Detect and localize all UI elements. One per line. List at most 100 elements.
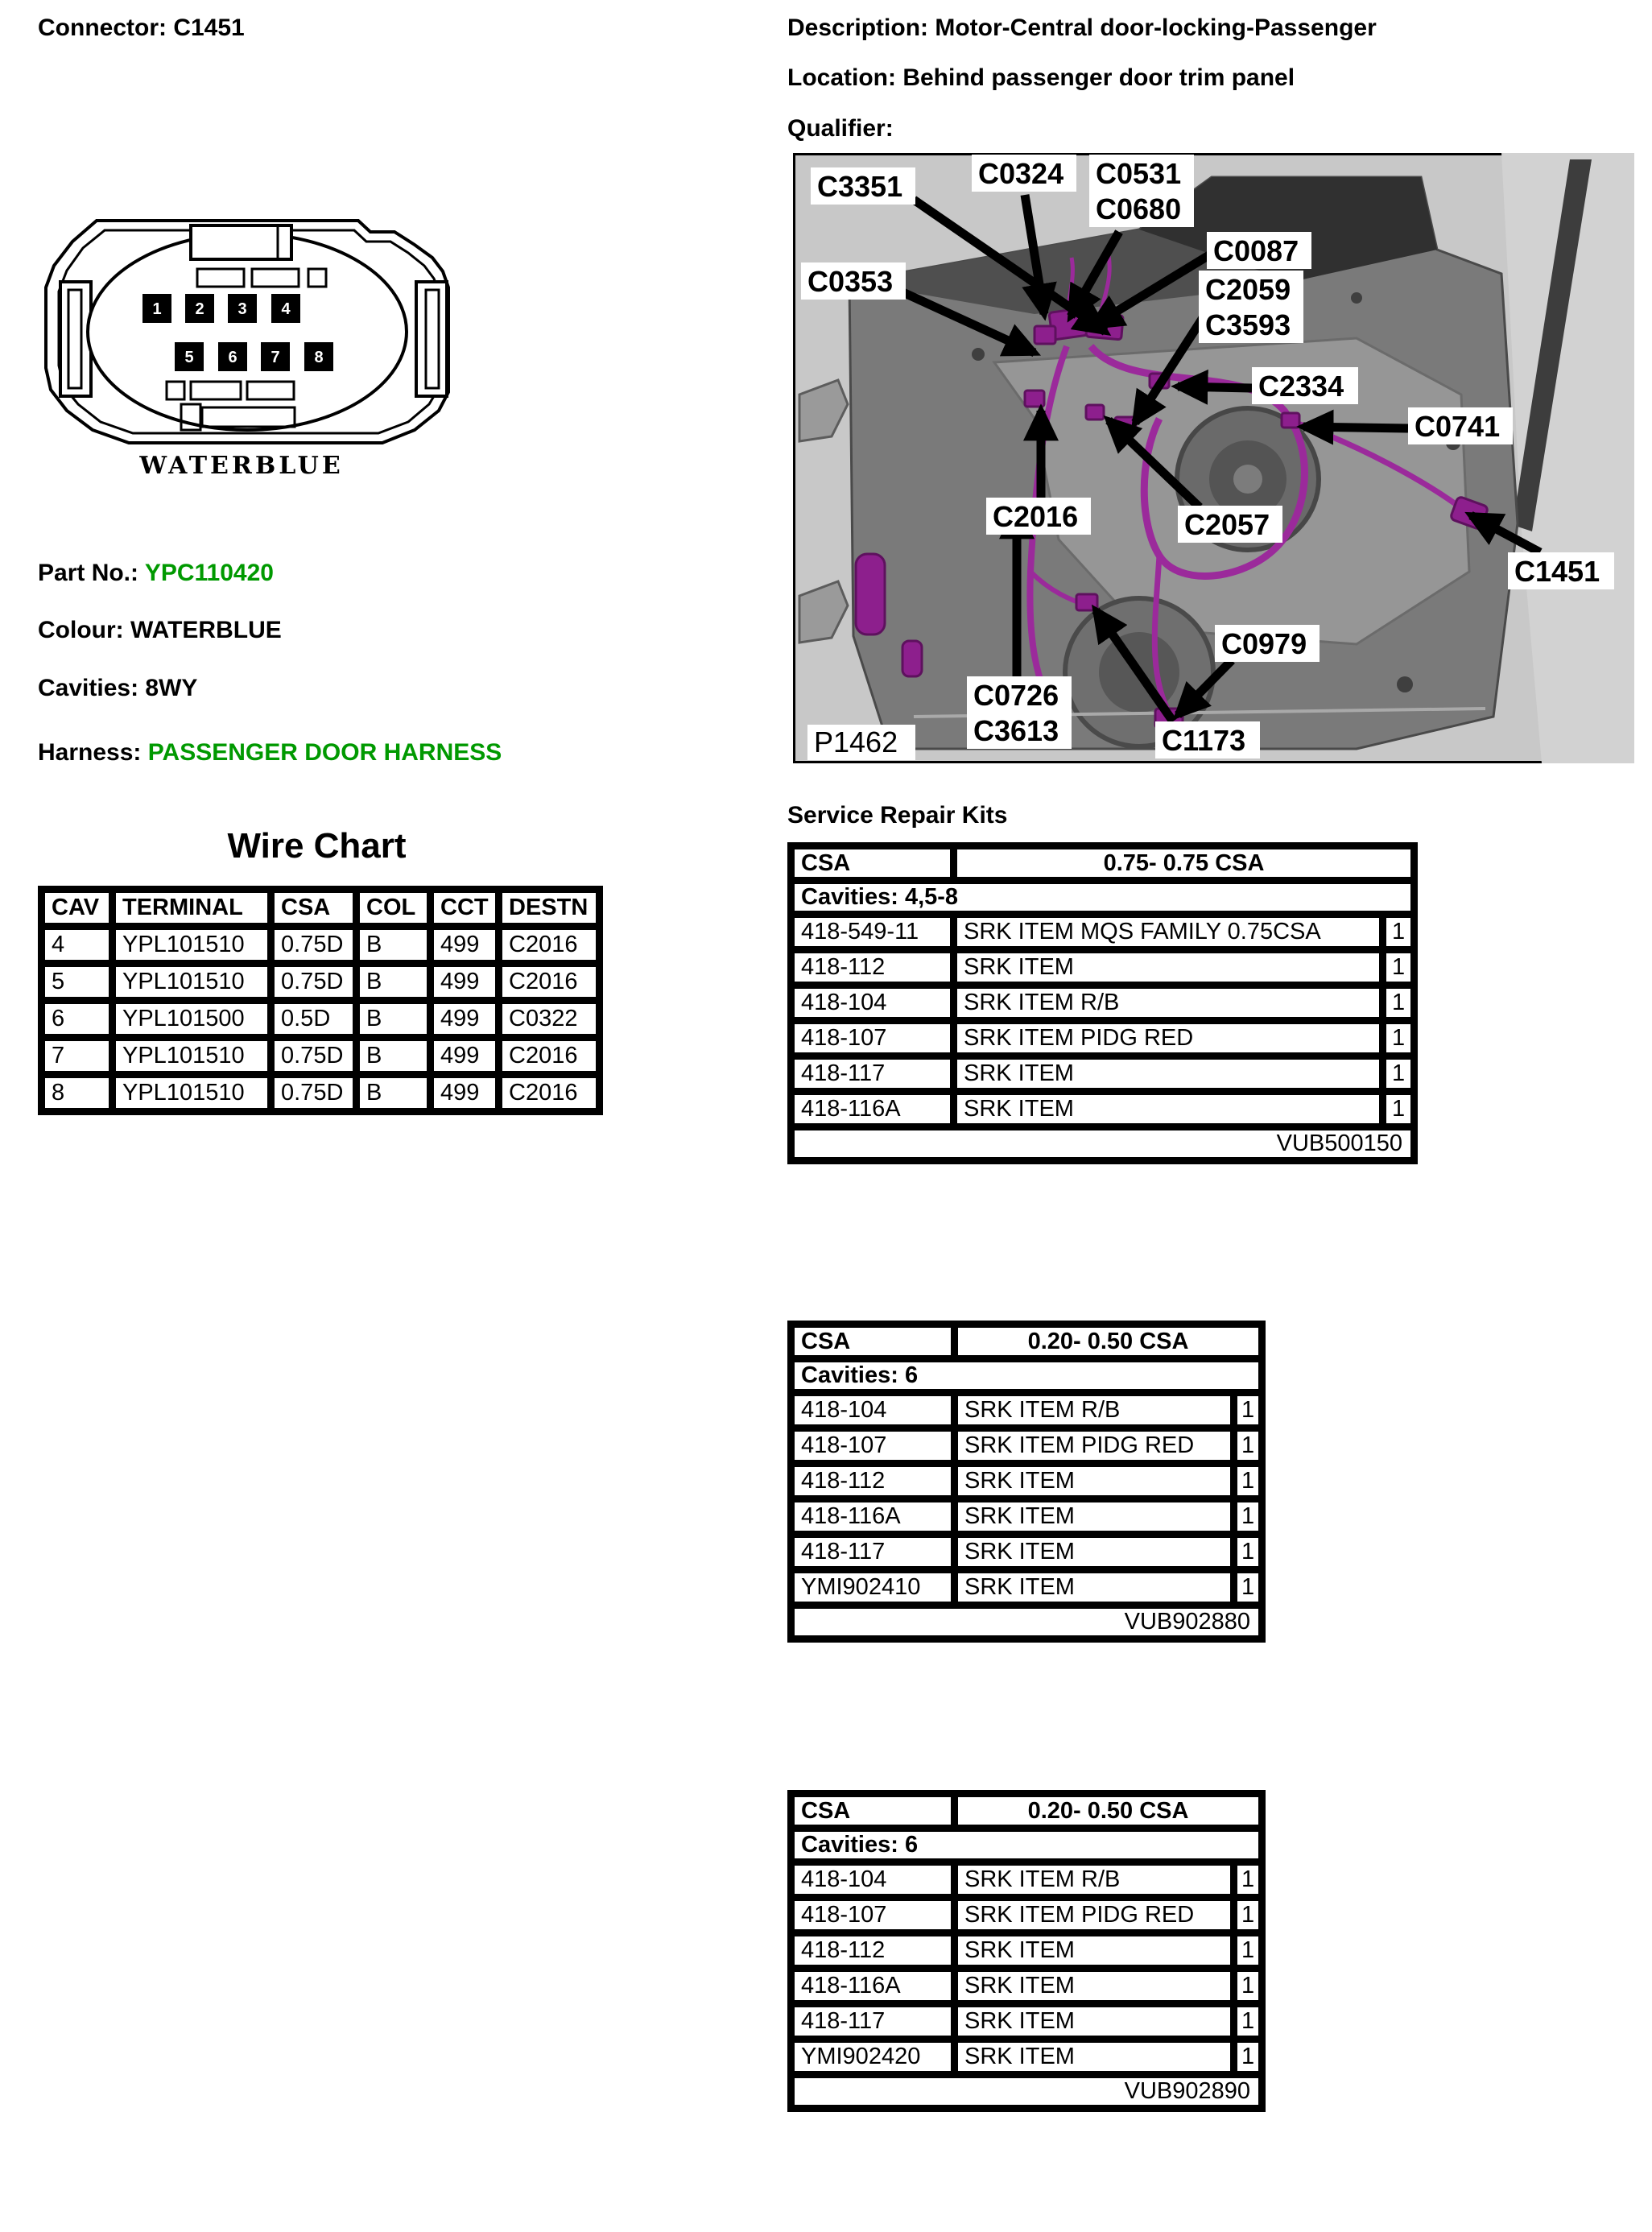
wire-row: 7 YPL101510 0.75D B 499 C2016 [38,1034,603,1078]
srk-item-row: 418-112 SRK ITEM 1 [787,1460,1266,1502]
callout-c0531-c0680: C0531 C0680 [1089,155,1194,227]
srk-item-row: 418-117 SRK ITEM 1 [787,1052,1419,1095]
srk-kit-number-row: VUB902890 [787,2071,1266,2112]
pin-1 [142,294,171,323]
description-line: Description: Motor-Central door-locking-… [787,14,1377,41]
pin-7 [261,342,290,371]
srk-table-020-b: CSA 0.20- 0.50 CSA Cavities: 6 418-104 S… [787,1790,1266,2112]
wire-chart-title: Wire Chart [227,826,407,866]
svg-text:C3613: C3613 [973,714,1059,747]
svg-text:6: 6 [228,349,237,366]
srk-item-row: 418-104 SRK ITEM R/B 1 [787,982,1419,1024]
srk-item-row: 418-117 SRK ITEM 1 [787,1531,1266,1573]
srk-table-020-a: CSA 0.20- 0.50 CSA Cavities: 6 418-104 S… [787,1321,1266,1643]
svg-text:1: 1 [152,300,161,318]
svg-text:C0324: C0324 [978,157,1063,190]
srk-cavities-row: Cavities: 6 [787,1355,1266,1396]
pin-row-top: 1 2 3 4 [142,294,300,323]
callout-c0087: C0087 [1207,232,1311,269]
callout-labels: C3351 C0353 C0324 C0531 C0680 C0087 C [801,155,1614,760]
srk-header-row: CSA 0.20- 0.50 CSA [787,1321,1266,1362]
svg-text:C0979: C0979 [1221,627,1307,660]
srk-item-row: 418-549-11 SRK ITEM MQS FAMILY 0.75CSA 1 [787,911,1419,953]
callout-c0979: C0979 [1215,625,1320,662]
wire-chart-table: CAV TERMINAL CSA COL CCT DESTN 4 YPL10151… [38,886,603,1115]
pin-3 [228,294,257,323]
cavities-value: 8WY [145,675,198,701]
service-repair-kits-heading: Service Repair Kits [787,802,1008,829]
srk-item-row: 418-117 SRK ITEM 1 [787,2000,1266,2043]
wire-row: 6 YPL101500 0.5D B 499 C0322 [38,997,603,1041]
svg-text:C2057: C2057 [1184,508,1270,541]
callout-c0741: C0741 [1408,407,1513,444]
callout-c3351: C3351 [811,167,915,205]
svg-text:2: 2 [195,300,204,318]
srk-item-row: 418-116A SRK ITEM 1 [787,1965,1266,2007]
upper-hinge [798,378,849,443]
srk-item-row: 418-104 SRK ITEM R/B 1 [787,1858,1266,1901]
callout-c2334: C2334 [1252,367,1358,404]
pin-row-bottom: 5 6 7 8 [175,342,333,371]
svg-text:C2334: C2334 [1258,370,1344,403]
harness-value: PASSENGER DOOR HARNESS [147,739,502,766]
callout-c2057: C2057 [1178,506,1282,543]
callout-arrows [895,194,1543,725]
srk-cavities-row: Cavities: 4,5-8 [787,877,1419,918]
svg-text:C0741: C0741 [1415,410,1500,443]
svg-text:C0087: C0087 [1213,234,1299,267]
callout-c0726-c3613: C0726 C3613 [967,676,1072,749]
srk-item-row: 418-107 SRK ITEM PIDG RED 1 [787,1424,1266,1467]
pin-5 [175,342,204,371]
srk-item-row: 418-116A SRK ITEM 1 [787,1088,1419,1130]
pin-8 [304,342,333,371]
svg-text:C3351: C3351 [817,170,902,203]
connector-face-diagram: 1 2 3 4 5 6 7 8 WATERBLUE [44,219,450,480]
colour-line: Colour: WATERBLUE [38,617,282,643]
svg-text:C0353: C0353 [807,265,893,298]
srk-table-075: CSA 0.75- 0.75 CSA Cavities: 4,5-8 418-5… [787,842,1419,1164]
lower-hinge [798,580,849,644]
door-panel-figure: C3351 C0353 C0324 C0531 C0680 C0087 C [793,153,1634,763]
wire-chart-header-row: CAV TERMINAL CSA COL CCT DESTN [38,886,603,930]
svg-text:C2016: C2016 [993,500,1078,533]
srk-header-row: CSA 0.20- 0.50 CSA [787,1790,1266,1832]
srk-item-row: 418-107 SRK ITEM PIDG RED 1 [787,1017,1419,1060]
wire-row: 8 YPL101510 0.75D B 499 C2016 [38,1071,603,1115]
colour-value: WATERBLUE [130,617,282,643]
svg-text:C3593: C3593 [1205,308,1291,341]
srk-item-row: 418-112 SRK ITEM 1 [787,1929,1266,1972]
svg-text:C1451: C1451 [1514,555,1600,588]
connector-colour-caption: WATERBLUE [138,452,343,480]
connector-top-key [189,224,293,261]
srk-item-row: YMI902420 SRK ITEM 1 [787,2036,1266,2078]
svg-text:8: 8 [314,349,323,366]
pin-4 [271,294,300,323]
srk-kit-number-row: VUB902880 [787,1602,1266,1643]
connector-title: Connector: C1451 [38,14,245,41]
wire-row: 5 YPL101510 0.75D B 499 C2016 [38,960,603,1004]
svg-text:4: 4 [281,300,291,318]
svg-text:C0726: C0726 [973,679,1059,712]
figure-number: P1462 [807,725,915,760]
srk-item-row: YMI902410 SRK ITEM 1 [787,1566,1266,1609]
svg-text:5: 5 [184,349,193,366]
connector-left-slot [59,280,93,398]
svg-text:7: 7 [271,349,279,366]
part-no-value: YPC110420 [144,560,274,586]
cavities-line: Cavities: 8WY [38,675,198,701]
srk-cavities-row: Cavities: 6 [787,1825,1266,1866]
svg-text:3: 3 [237,300,246,318]
part-no-line: Part No.: YPC110420 [38,560,274,586]
location-line: Location: Behind passenger door trim pan… [787,64,1295,91]
srk-kit-number-row: VUB500150 [787,1123,1419,1164]
callout-c0353: C0353 [801,262,906,300]
srk-item-row: 418-112 SRK ITEM 1 [787,946,1419,989]
connector-right-slot [415,280,448,398]
wire-row: 4 YPL101510 0.75D B 499 C2016 [38,923,603,967]
svg-text:C0680: C0680 [1096,192,1181,225]
window-channel-bar [1513,159,1592,531]
srk-item-row: 418-107 SRK ITEM PIDG RED 1 [787,1894,1266,1936]
callout-c2059-c3593: C2059 C3593 [1199,271,1303,343]
srk-item-row: 418-116A SRK ITEM 1 [787,1495,1266,1538]
